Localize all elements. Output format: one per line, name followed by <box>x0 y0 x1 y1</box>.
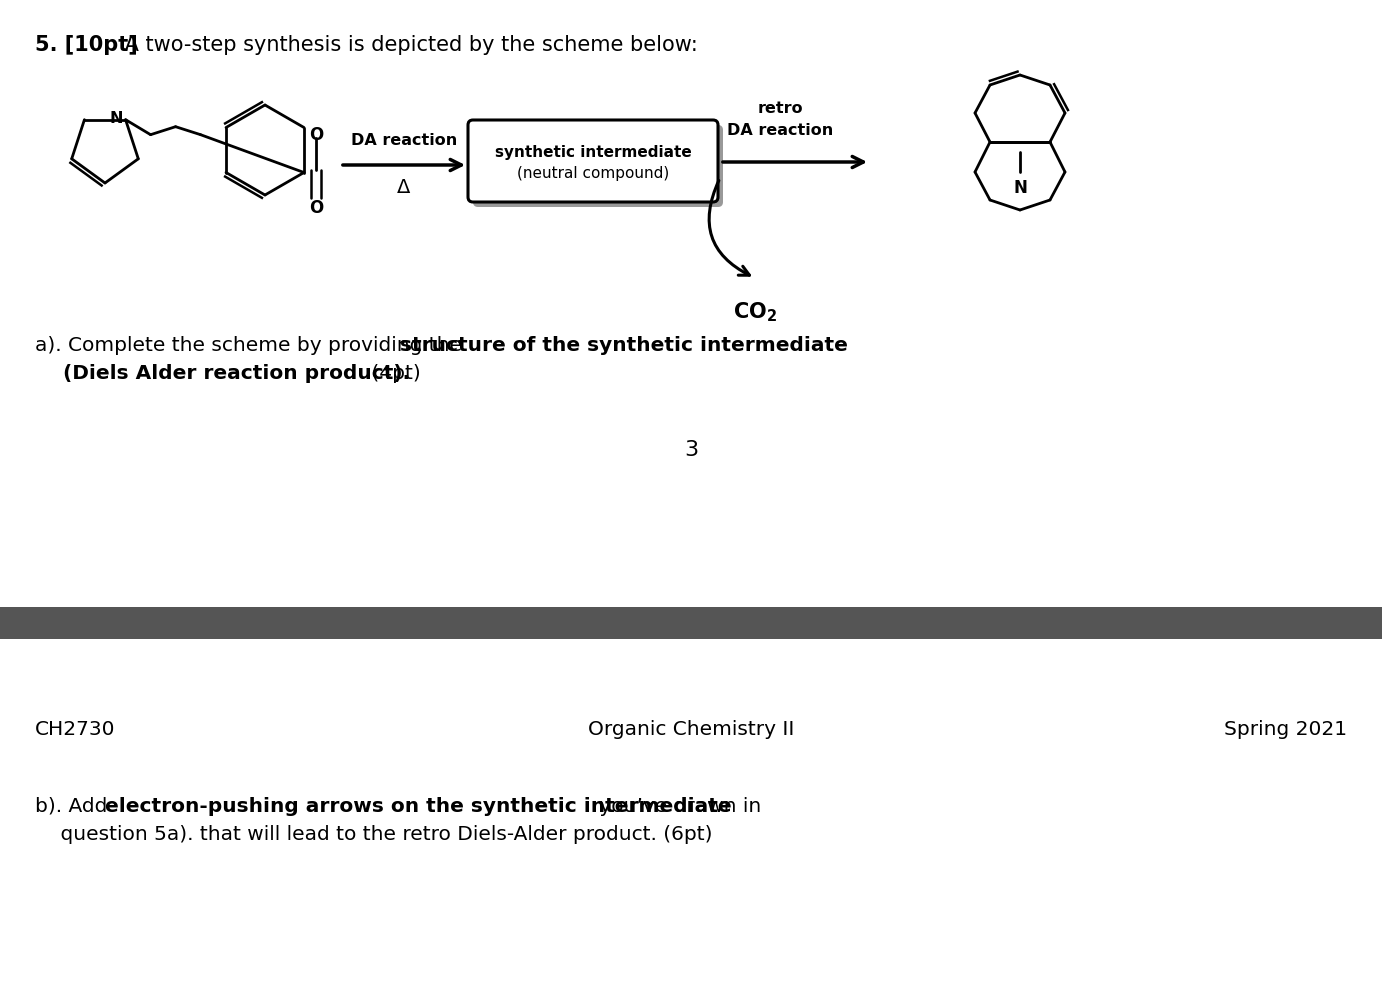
Text: Organic Chemistry II: Organic Chemistry II <box>587 720 795 739</box>
Text: N: N <box>1013 179 1027 197</box>
Text: Δ: Δ <box>397 178 410 196</box>
Text: O: O <box>308 198 323 216</box>
Text: question 5a). that will lead to the retro Diels-Alder product. (6pt): question 5a). that will lead to the retr… <box>35 825 713 844</box>
FancyBboxPatch shape <box>473 125 723 207</box>
Text: b). Add: b). Add <box>35 797 113 816</box>
Text: CH2730: CH2730 <box>35 720 116 739</box>
Bar <box>0 607 1382 639</box>
Text: $\mathbf{CO_2}$: $\mathbf{CO_2}$ <box>732 300 777 324</box>
Text: retro: retro <box>757 100 803 116</box>
Text: (Diels Alder reaction product).: (Diels Alder reaction product). <box>35 364 410 383</box>
Text: 3: 3 <box>684 440 698 460</box>
Text: DA reaction: DA reaction <box>727 123 833 137</box>
Text: Spring 2021: Spring 2021 <box>1224 720 1347 739</box>
Text: 5. [10pt]: 5. [10pt] <box>35 35 138 55</box>
Text: O: O <box>308 126 323 143</box>
Text: (4pt): (4pt) <box>365 364 420 383</box>
FancyBboxPatch shape <box>468 120 719 202</box>
Text: (neutral compound): (neutral compound) <box>517 166 669 181</box>
Text: synthetic intermediate: synthetic intermediate <box>495 144 691 159</box>
Text: N: N <box>109 111 123 126</box>
Text: DA reaction: DA reaction <box>351 133 457 147</box>
Text: structure of the synthetic intermediate: structure of the synthetic intermediate <box>399 336 849 355</box>
Text: A two-step synthesis is depicted by the scheme below:: A two-step synthesis is depicted by the … <box>117 35 698 55</box>
Text: a). Complete the scheme by providing the: a). Complete the scheme by providing the <box>35 336 468 355</box>
Text: you’ve drawn in: you’ve drawn in <box>593 797 761 816</box>
Text: electron-pushing arrows on the synthetic intermediate: electron-pushing arrows on the synthetic… <box>105 797 731 816</box>
